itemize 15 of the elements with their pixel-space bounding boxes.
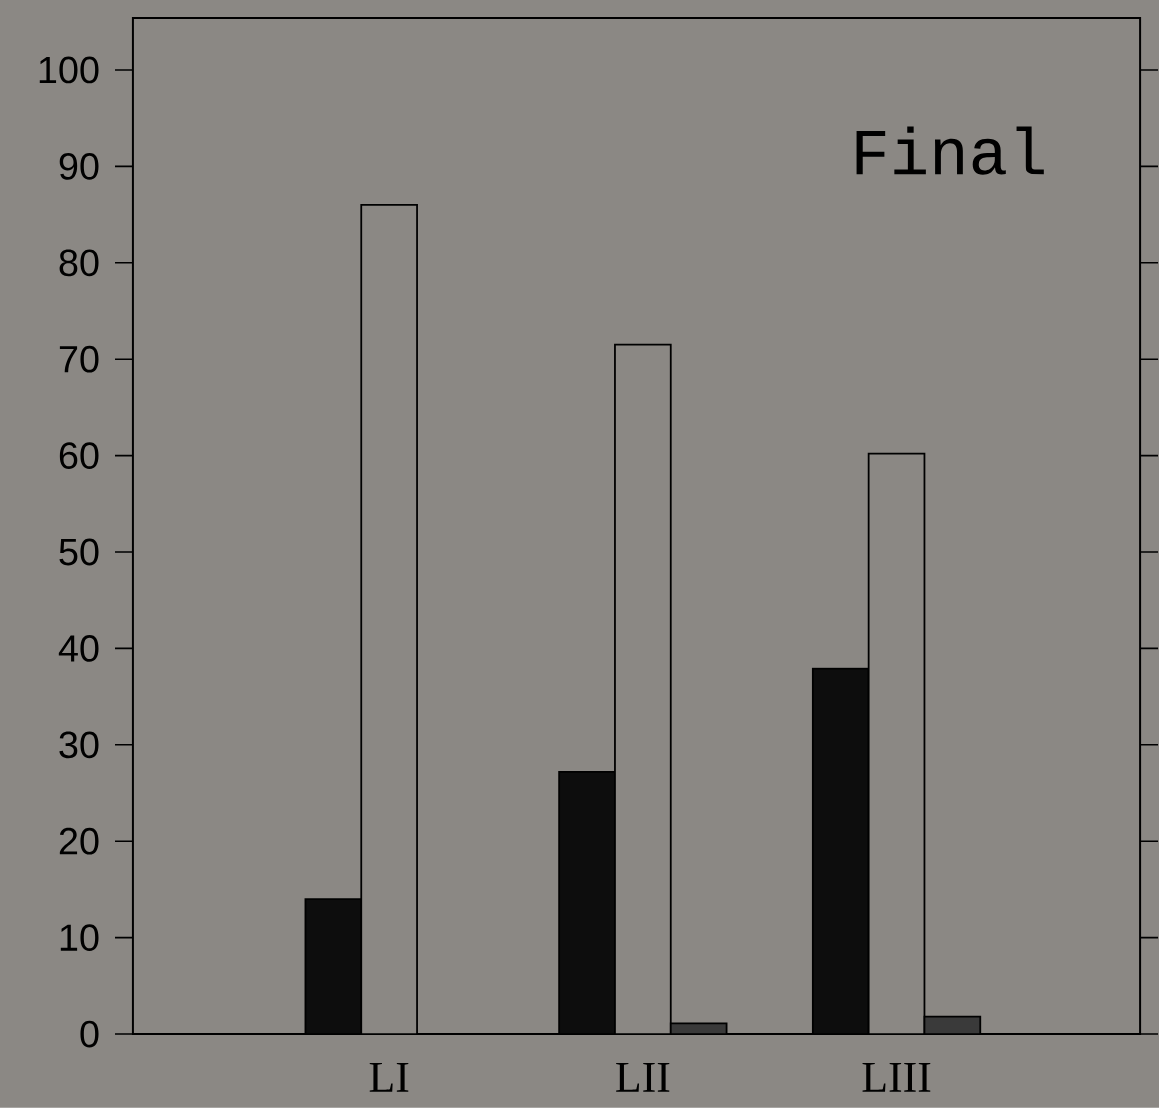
y-tick-label: 90: [59, 153, 99, 180]
x-tick-label: LI: [369, 1063, 409, 1092]
y-tick-label: 30: [59, 731, 99, 759]
y-tick-label: 80: [59, 249, 99, 277]
y-tick-label: 70: [59, 345, 99, 373]
y-tick-label: 60: [59, 442, 99, 470]
y-tick-label: 10: [60, 924, 99, 952]
x-tick-label: LIII: [862, 1063, 931, 1092]
annotation: Final: [856, 126, 1044, 175]
y-tick-label: 20: [59, 827, 99, 855]
y-tick-label: 40: [58, 635, 99, 662]
y-tick-label: 100: [39, 56, 99, 84]
x-tick-label: LII: [616, 1063, 670, 1092]
y-tick-label: 0: [80, 1020, 99, 1048]
y-tick-label: 50: [59, 538, 99, 566]
